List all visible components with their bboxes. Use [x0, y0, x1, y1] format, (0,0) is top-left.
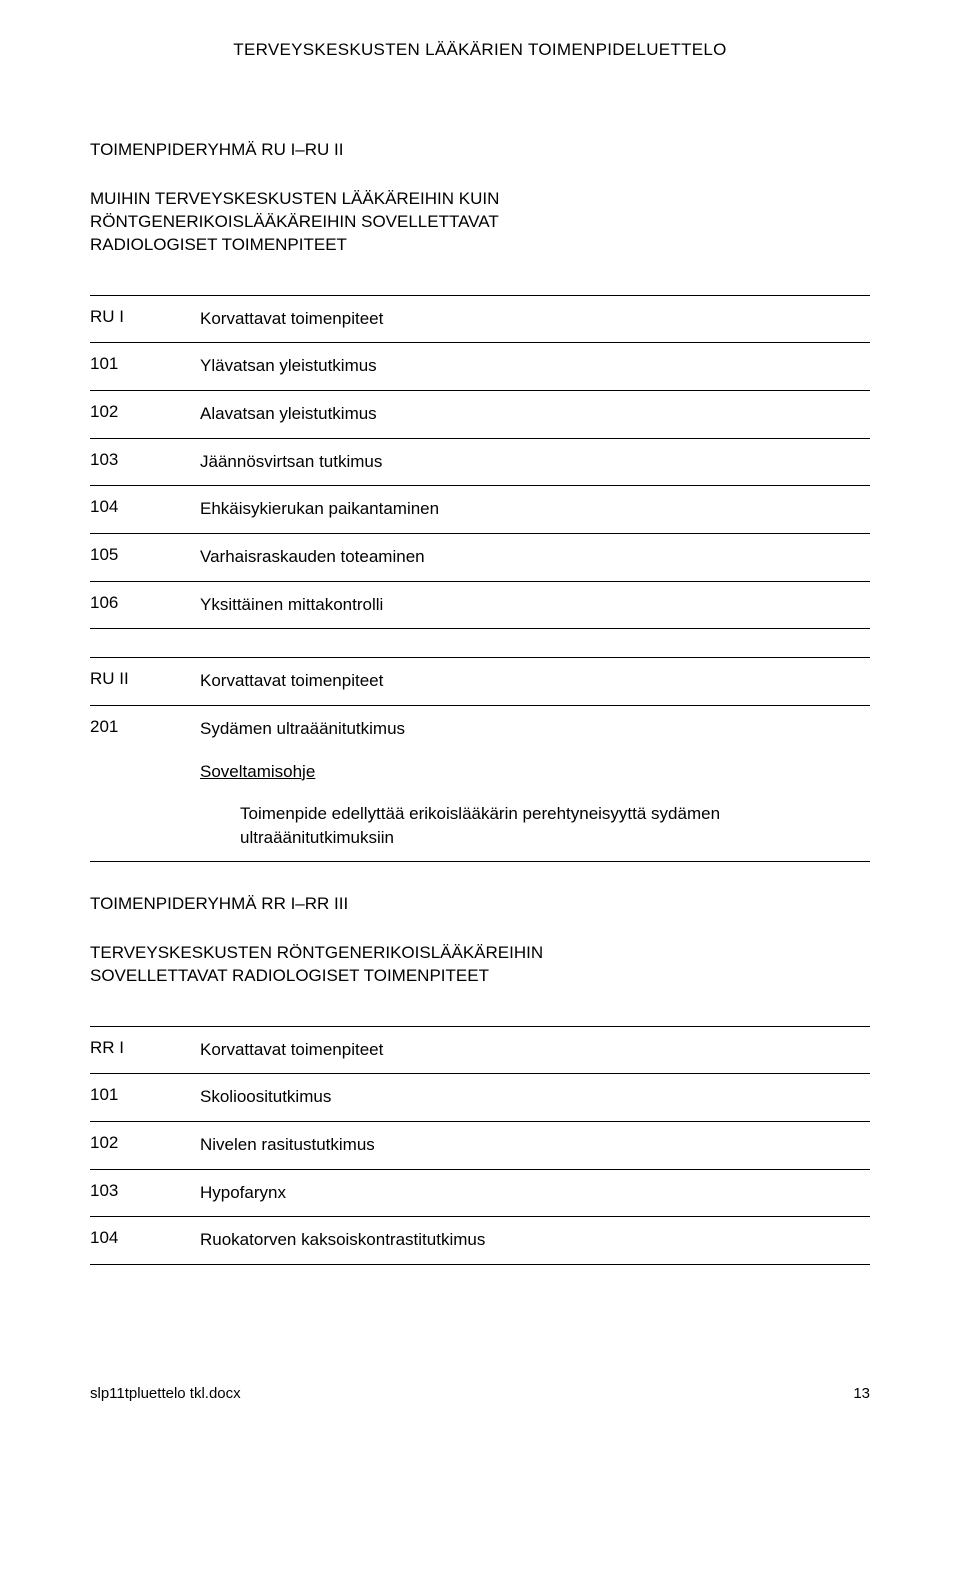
row-code: 106	[90, 581, 200, 629]
section1-group2-table: RU II Korvattavat toimenpiteet 201 Sydäm…	[90, 657, 870, 862]
table-row: 103 Hypofarynx	[90, 1169, 870, 1217]
section1-sub-line2: RÖNTGENERIKOISLÄÄKÄREIHIN SOVELLETTAVAT	[90, 212, 499, 231]
row-desc: Ruokatorven kaksoiskontrastitutkimus	[200, 1217, 870, 1265]
row-code: 102	[90, 391, 200, 439]
row-desc-text: Sydämen ultraäänitutkimus	[200, 719, 405, 738]
row-desc: Sydämen ultraäänitutkimus Soveltamisohje…	[200, 705, 870, 861]
row-desc: Yksittäinen mittakontrolli	[200, 581, 870, 629]
footer-page-number: 13	[853, 1385, 870, 1402]
page-header: TERVEYSKESKUSTEN LÄÄKÄRIEN TOIMENPIDELUE…	[90, 40, 870, 60]
row-desc: Hypofarynx	[200, 1169, 870, 1217]
section1-sub-line1: MUIHIN TERVEYSKESKUSTEN LÄÄKÄREIHIN KUIN	[90, 189, 499, 208]
row-code: 102	[90, 1121, 200, 1169]
group-code: RU II	[90, 658, 200, 706]
row-code: 104	[90, 486, 200, 534]
table-row: 105 Varhaisraskauden toteaminen	[90, 534, 870, 582]
section1-group1-table: RU I Korvattavat toimenpiteet 101 Ylävat…	[90, 295, 870, 629]
soveltamisohje-label: Soveltamisohje	[200, 760, 870, 785]
section2-group1-table: RR I Korvattavat toimenpiteet 101 Skolio…	[90, 1026, 870, 1265]
section1-subtitle: MUIHIN TERVEYSKESKUSTEN LÄÄKÄREIHIN KUIN…	[90, 188, 870, 257]
table-row: 104 Ehkäisykierukan paikantaminen	[90, 486, 870, 534]
table-row: 101 Ylävatsan yleistutkimus	[90, 343, 870, 391]
row-desc: Alavatsan yleistutkimus	[200, 391, 870, 439]
table-row: RR I Korvattavat toimenpiteet	[90, 1026, 870, 1074]
row-desc: Varhaisraskauden toteaminen	[200, 534, 870, 582]
section2-group-title: TOIMENPIDERYHMÄ RR I–RR III	[90, 894, 870, 914]
row-desc: Ehkäisykierukan paikantaminen	[200, 486, 870, 534]
group-heading: Korvattavat toimenpiteet	[200, 295, 870, 343]
table-row: RU I Korvattavat toimenpiteet	[90, 295, 870, 343]
section2-subtitle: TERVEYSKESKUSTEN RÖNTGENERIKOISLÄÄKÄREIH…	[90, 942, 870, 988]
page-footer: slp11tpluettelo tkl.docx 13	[0, 1385, 960, 1422]
row-code: 101	[90, 343, 200, 391]
row-code: 104	[90, 1217, 200, 1265]
table-row: 101 Skolioositutkimus	[90, 1074, 870, 1122]
row-desc: Nivelen rasitustutkimus	[200, 1121, 870, 1169]
section2-sub-line2: SOVELLETTAVAT RADIOLOGISET TOIMENPITEET	[90, 966, 489, 985]
group-code: RU I	[90, 295, 200, 343]
row-desc: Skolioositutkimus	[200, 1074, 870, 1122]
table-row: 104 Ruokatorven kaksoiskontrastitutkimus	[90, 1217, 870, 1265]
table-row: 103 Jäännösvirtsan tutkimus	[90, 438, 870, 486]
section1-sub-line3: RADIOLOGISET TOIMENPITEET	[90, 235, 347, 254]
row-code: 201	[90, 705, 200, 861]
table-row: 102 Alavatsan yleistutkimus	[90, 391, 870, 439]
row-code: 103	[90, 438, 200, 486]
section2-sub-line1: TERVEYSKESKUSTEN RÖNTGENERIKOISLÄÄKÄREIH…	[90, 943, 543, 962]
row-code: 105	[90, 534, 200, 582]
section1-group-title: TOIMENPIDERYHMÄ RU I–RU II	[90, 140, 870, 160]
group-heading: Korvattavat toimenpiteet	[200, 1026, 870, 1074]
row-desc: Ylävatsan yleistutkimus	[200, 343, 870, 391]
table-row: 201 Sydämen ultraäänitutkimus Soveltamis…	[90, 705, 870, 861]
table-row: 106 Yksittäinen mittakontrolli	[90, 581, 870, 629]
table-row: 102 Nivelen rasitustutkimus	[90, 1121, 870, 1169]
footer-filename: slp11tpluettelo tkl.docx	[90, 1385, 241, 1402]
row-code: 103	[90, 1169, 200, 1217]
table-row: RU II Korvattavat toimenpiteet	[90, 658, 870, 706]
row-desc: Jäännösvirtsan tutkimus	[200, 438, 870, 486]
row-code: 101	[90, 1074, 200, 1122]
group-heading: Korvattavat toimenpiteet	[200, 658, 870, 706]
group-code: RR I	[90, 1026, 200, 1074]
soveltamisohje-text: Toimenpide edellyttää erikoislääkärin pe…	[240, 802, 870, 850]
